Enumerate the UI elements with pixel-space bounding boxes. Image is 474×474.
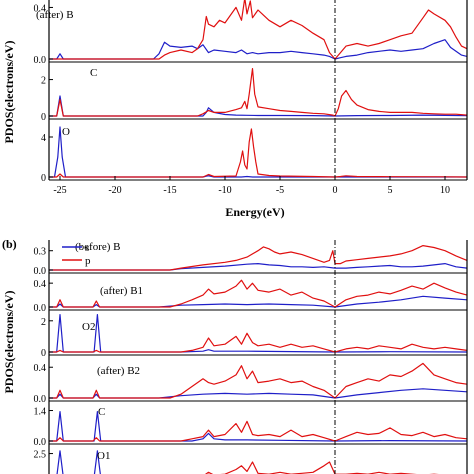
subplot-label: O <box>62 126 70 138</box>
x-tick-label: -15 <box>163 185 176 196</box>
series-p-line <box>49 0 468 60</box>
subplot-label: C <box>98 406 105 418</box>
y-tick-label: 2.5 <box>34 450 47 461</box>
subplot-a-3: 0 4 O <box>41 126 468 184</box>
y-tick-label: 0.4 <box>34 363 47 374</box>
y-tick-label: 2 <box>41 76 46 87</box>
subplot-label: O2 <box>82 321 95 333</box>
y-tick-label: 0.4 <box>34 3 47 14</box>
y-tick-label: 0.0 <box>34 394 47 405</box>
legend: sp <box>62 242 91 267</box>
x-tick-label: 10 <box>440 185 450 196</box>
series-s-line <box>49 126 467 178</box>
x-tick-label: -25 <box>53 185 66 196</box>
y-tick-label: 0.0 <box>34 437 47 448</box>
panel-a-y-axis-label: PDOS(electrons/eV) <box>2 40 16 143</box>
series-p-line <box>49 67 468 117</box>
subplot-b-1: 0.0 0.3 (before) B <box>34 241 468 277</box>
subplot-b-2: 0.0 0.4 (after) B1 <box>34 279 468 314</box>
x-tick-label: 0 <box>333 185 338 196</box>
x-tick-label: 5 <box>388 185 393 196</box>
subplot-b-4: 0.0 0.4 (after) B2 <box>34 362 468 405</box>
x-tick-label: -5 <box>276 185 284 196</box>
y-tick-label: 0.4 <box>34 279 47 290</box>
subplot-label: (after) B <box>36 9 74 21</box>
subplot-label: (after) B2 <box>97 365 140 377</box>
y-tick-label: 0.3 <box>34 247 47 258</box>
panel-b-y-axis-label: PDOS(electrons/eV) <box>2 290 16 393</box>
series-p-line <box>49 128 468 178</box>
subplot-label: O1 <box>97 450 110 462</box>
subplot-b-5: 0.0 1.4 C <box>34 406 468 448</box>
series-p-line <box>49 279 468 308</box>
y-tick-label: 0 <box>41 348 46 359</box>
legend-p-label: p <box>85 255 91 267</box>
series-p-line <box>49 245 468 271</box>
panel-b-label: (b) <box>2 237 17 251</box>
y-tick-label: 0.0 <box>34 55 47 66</box>
x-tick-label: -20 <box>108 185 121 196</box>
panel-a: 0.0 0.4(after) B 0 2 C 0 4 O -25 -20 -15 -10 -5 0 5 10 <box>34 0 468 196</box>
x-tick-label: -10 <box>218 185 231 196</box>
y-tick-label: 0.0 <box>34 266 47 277</box>
subplot-label: (before) B <box>75 241 121 253</box>
series-p-line <box>49 420 468 442</box>
subplot-a-2: 0 2 C <box>41 67 468 123</box>
subplot-b-3: 0 2 O2 <box>41 314 468 359</box>
y-tick-label: 0.0 <box>34 303 47 314</box>
subplot-label: C <box>90 67 97 79</box>
y-tick-label: 0 <box>41 173 46 184</box>
y-tick-label: 2 <box>41 317 46 328</box>
series-s-line <box>56 450 101 474</box>
y-tick-label: 1.4 <box>34 407 47 418</box>
subplot-b-6: 0.02.5O1 <box>34 450 439 474</box>
y-tick-label: 4 <box>41 133 46 144</box>
series-s-line <box>49 411 468 442</box>
subplot-a-1: 0.0 0.4(after) B <box>34 0 468 66</box>
panel-a-x-axis-label: Energy(eV) <box>225 205 284 219</box>
series-p-line <box>49 362 468 399</box>
series-p-line <box>204 461 439 474</box>
subplot-label: (after) B1 <box>100 285 143 297</box>
series-s-line <box>49 39 468 60</box>
y-tick-label: 0 <box>41 112 46 123</box>
series-s-line <box>49 314 468 353</box>
series-p-line <box>49 332 468 353</box>
series-s-line <box>49 263 468 271</box>
legend-s-label: s <box>85 242 89 254</box>
